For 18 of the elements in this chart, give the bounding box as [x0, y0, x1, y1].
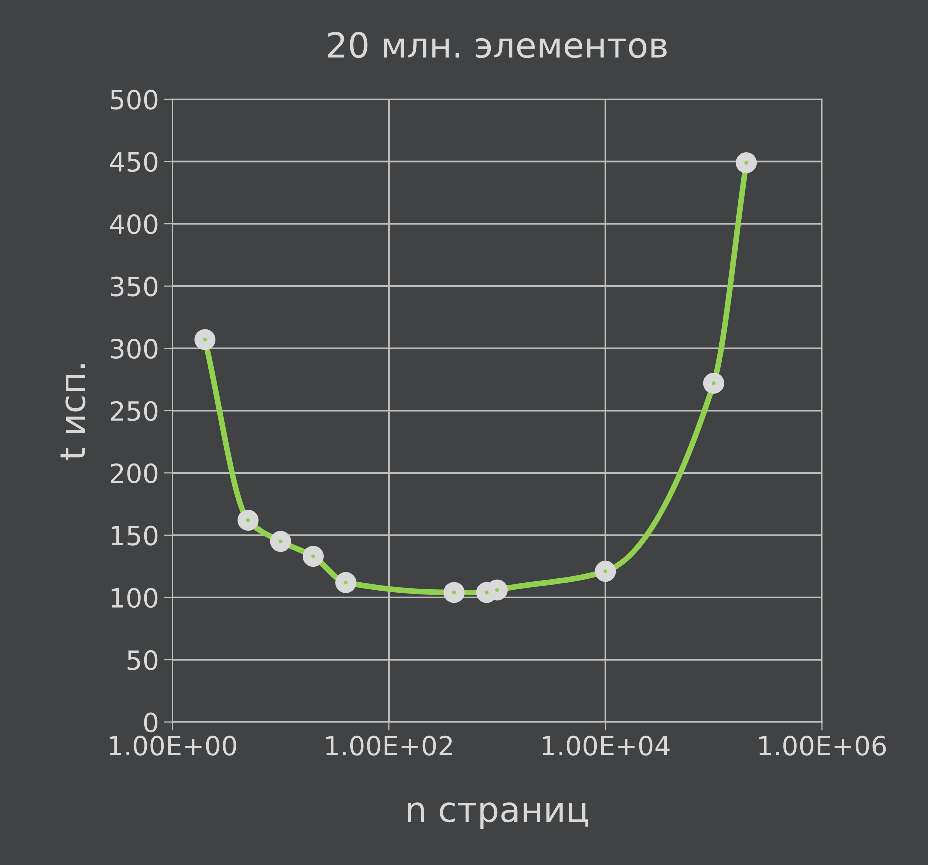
y-tick-label: 300 — [111, 339, 158, 359]
y-tick-label: 50 — [128, 650, 158, 670]
y-tick-label: 0 — [144, 712, 158, 733]
x-tick-label: 1.00E+02 — [326, 736, 452, 756]
y-tick-label: 250 — [110, 401, 158, 422]
chart-title: 20 млн. элементов — [328, 32, 667, 58]
y-tick-label: 150 — [112, 526, 158, 546]
y-tick-label: 450 — [110, 152, 158, 172]
y-tick-label: 100 — [112, 588, 158, 608]
y-tick-label: 350 — [111, 276, 158, 297]
y-tick-label: 500 — [111, 90, 158, 110]
y-tick-label: 200 — [110, 464, 158, 484]
x-tick-label: 1.00E+06 — [760, 736, 886, 756]
x-axis-title: n страниц — [408, 802, 588, 830]
x-tick-label: 1.00E+04 — [543, 736, 670, 756]
y-tick-label: 400 — [110, 214, 158, 234]
y-axis-title: t исп. — [60, 364, 86, 460]
x-tick-label: 1.00E+00 — [110, 736, 236, 756]
